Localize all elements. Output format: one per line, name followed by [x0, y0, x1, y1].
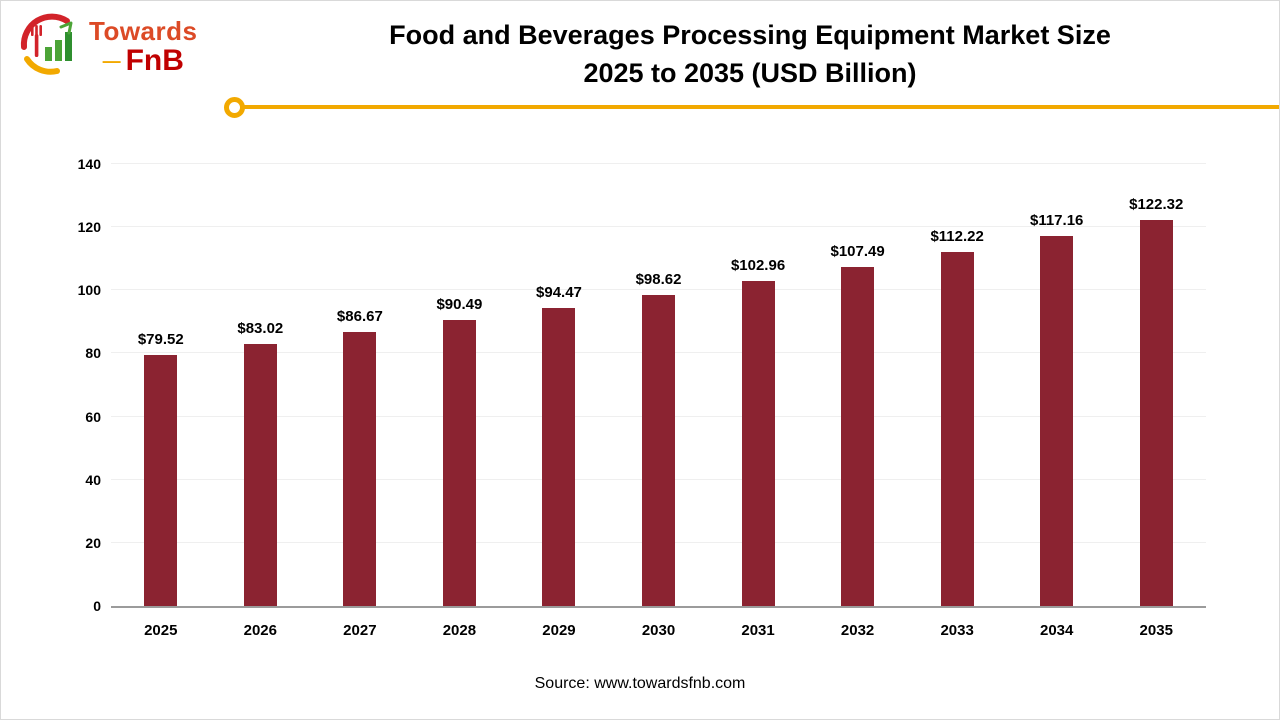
bar [642, 294, 675, 606]
bar-value-label: $79.52 [137, 330, 184, 348]
y-tick-label: 120 [77, 219, 101, 236]
x-axis: 2025 2026 2027 2028 2029 2030 2031 2032 2033 2034… [111, 608, 1206, 639]
brand-name-bottom: — FnB [102, 44, 184, 78]
y-tick-label: 20 [85, 534, 101, 551]
gridline [111, 289, 1206, 291]
logo-text: Towards — FnB [89, 16, 198, 78]
bar-column: $117.16 [1007, 164, 1107, 606]
x-tick-label: 2035 [1139, 622, 1173, 639]
x-tick-label: 2025 [144, 622, 178, 639]
gridline [111, 226, 1206, 228]
x-tick-label: 2029 [542, 622, 576, 639]
bar-value-label: $117.16 [1029, 212, 1084, 230]
bar-column: $102.96 [708, 164, 808, 606]
towardsfnb-logo-icon [17, 13, 81, 82]
bar [1139, 219, 1173, 606]
y-axis: 0 20 40 60 80 100 120 140 [31, 156, 101, 614]
bar-value-label: $90.49 [436, 296, 483, 314]
gridline [111, 163, 1206, 164]
bar [343, 332, 377, 606]
bar-value-label: $102.96 [730, 256, 786, 274]
x-tick-label: 2033 [940, 622, 974, 639]
y-tick-label: 60 [85, 408, 101, 425]
bar [442, 320, 476, 606]
x-tick-label: 2030 [641, 622, 676, 639]
x-tick-label: 2031 [741, 622, 775, 639]
x-tick-label: 2026 [243, 622, 277, 639]
x-tick-label: 2028 [442, 622, 477, 639]
bar-column: $86.67 [310, 164, 410, 606]
x-tick-label: 2027 [343, 622, 377, 639]
bar-value-label: $122.32 [1129, 195, 1184, 213]
bar [940, 251, 974, 606]
bar-column: $98.62 [609, 164, 709, 606]
bar-column: $79.52 [111, 164, 211, 606]
plot-area: $79.52 $83.02 $86.67 $90.49 $94.47 $98.62 $102… [111, 163, 1206, 608]
y-tick-label: 0 [93, 598, 101, 614]
brand-dash: — [102, 51, 121, 72]
chart-title-line1: Food and Beverages Processing Equipment … [389, 20, 1111, 50]
y-tick-label: 100 [77, 282, 101, 299]
y-tick-label: 80 [85, 345, 101, 362]
y-tick-label: 140 [77, 156, 101, 172]
brand-name-top: Towards [89, 16, 198, 47]
bar-column: $122.32 [1106, 164, 1206, 606]
bar-column: $107.49 [808, 164, 908, 606]
bar-value-label: $112.22 [930, 227, 984, 245]
source-text: Source: www.towardsfnb.com [534, 675, 746, 692]
bar-column: $90.49 [410, 164, 510, 606]
bar [243, 343, 277, 606]
bar-column: $83.02 [211, 164, 311, 606]
bar-column: $112.22 [907, 164, 1007, 606]
bars-container: $79.52 $83.02 $86.67 $90.49 $94.47 $98.62 $102… [111, 164, 1206, 606]
divider-line [244, 105, 1279, 109]
y-tick-label: 40 [85, 471, 101, 488]
divider-dot-icon [224, 97, 245, 118]
bar-column: $94.47 [509, 164, 609, 606]
bar-value-label: $86.67 [336, 308, 383, 326]
chart-title: Food and Beverages Processing Equipment … [229, 17, 1271, 93]
bar-value-label: $107.49 [830, 242, 885, 260]
x-tick-label: 2034 [1040, 622, 1074, 639]
x-tick-label: 2032 [840, 622, 875, 639]
bar-value-label: $83.02 [237, 319, 284, 337]
bar-value-label: $98.62 [635, 270, 682, 288]
chart-title-line2: 2025 to 2035 (USD Billion) [583, 57, 917, 88]
bar [1040, 236, 1074, 606]
bar [841, 266, 875, 606]
bar-value-label: $94.47 [536, 283, 582, 301]
towardsfnb-logo: Towards — FnB [17, 13, 197, 82]
bar [144, 354, 178, 606]
bar [741, 280, 775, 606]
bar [542, 307, 576, 606]
